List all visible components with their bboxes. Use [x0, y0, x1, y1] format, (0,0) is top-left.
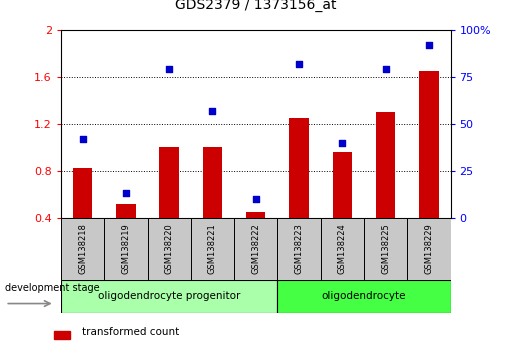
Text: GSM138224: GSM138224	[338, 223, 347, 274]
Text: GSM138222: GSM138222	[251, 223, 260, 274]
Bar	[419, 71, 439, 218]
FancyBboxPatch shape	[407, 218, 450, 280]
Text: GSM138221: GSM138221	[208, 223, 217, 274]
Text: GSM138223: GSM138223	[295, 223, 304, 274]
Bar	[160, 147, 179, 218]
Text: oligodendrocyte progenitor: oligodendrocyte progenitor	[98, 291, 240, 302]
FancyBboxPatch shape	[61, 218, 104, 280]
Point	[121, 190, 130, 196]
FancyBboxPatch shape	[277, 280, 450, 313]
Text: development stage: development stage	[5, 282, 100, 293]
Text: GSM138225: GSM138225	[381, 223, 390, 274]
Point	[338, 140, 347, 145]
Point	[78, 136, 87, 142]
FancyBboxPatch shape	[191, 218, 234, 280]
Point	[165, 67, 173, 72]
Bar	[202, 147, 222, 218]
FancyBboxPatch shape	[277, 218, 321, 280]
Text: GSM138219: GSM138219	[121, 223, 130, 274]
Point	[425, 42, 433, 48]
Bar	[289, 118, 309, 218]
FancyBboxPatch shape	[61, 280, 277, 313]
Bar	[376, 112, 395, 218]
FancyBboxPatch shape	[364, 218, 407, 280]
Text: transformed count: transformed count	[82, 327, 180, 337]
FancyBboxPatch shape	[321, 218, 364, 280]
Point	[295, 61, 303, 67]
Text: oligodendrocyte: oligodendrocyte	[322, 291, 406, 302]
Point	[208, 108, 217, 114]
FancyBboxPatch shape	[147, 218, 191, 280]
Text: GSM138218: GSM138218	[78, 223, 87, 274]
Text: GDS2379 / 1373156_at: GDS2379 / 1373156_at	[175, 0, 337, 12]
Bar	[73, 169, 92, 218]
Bar	[332, 152, 352, 218]
Text: GSM138220: GSM138220	[165, 223, 174, 274]
Bar	[246, 212, 266, 218]
FancyBboxPatch shape	[234, 218, 277, 280]
Bar	[55, 331, 70, 339]
Bar	[116, 204, 136, 218]
FancyBboxPatch shape	[104, 218, 147, 280]
Text: GSM138229: GSM138229	[425, 223, 434, 274]
Point	[251, 196, 260, 202]
Point	[382, 67, 390, 72]
